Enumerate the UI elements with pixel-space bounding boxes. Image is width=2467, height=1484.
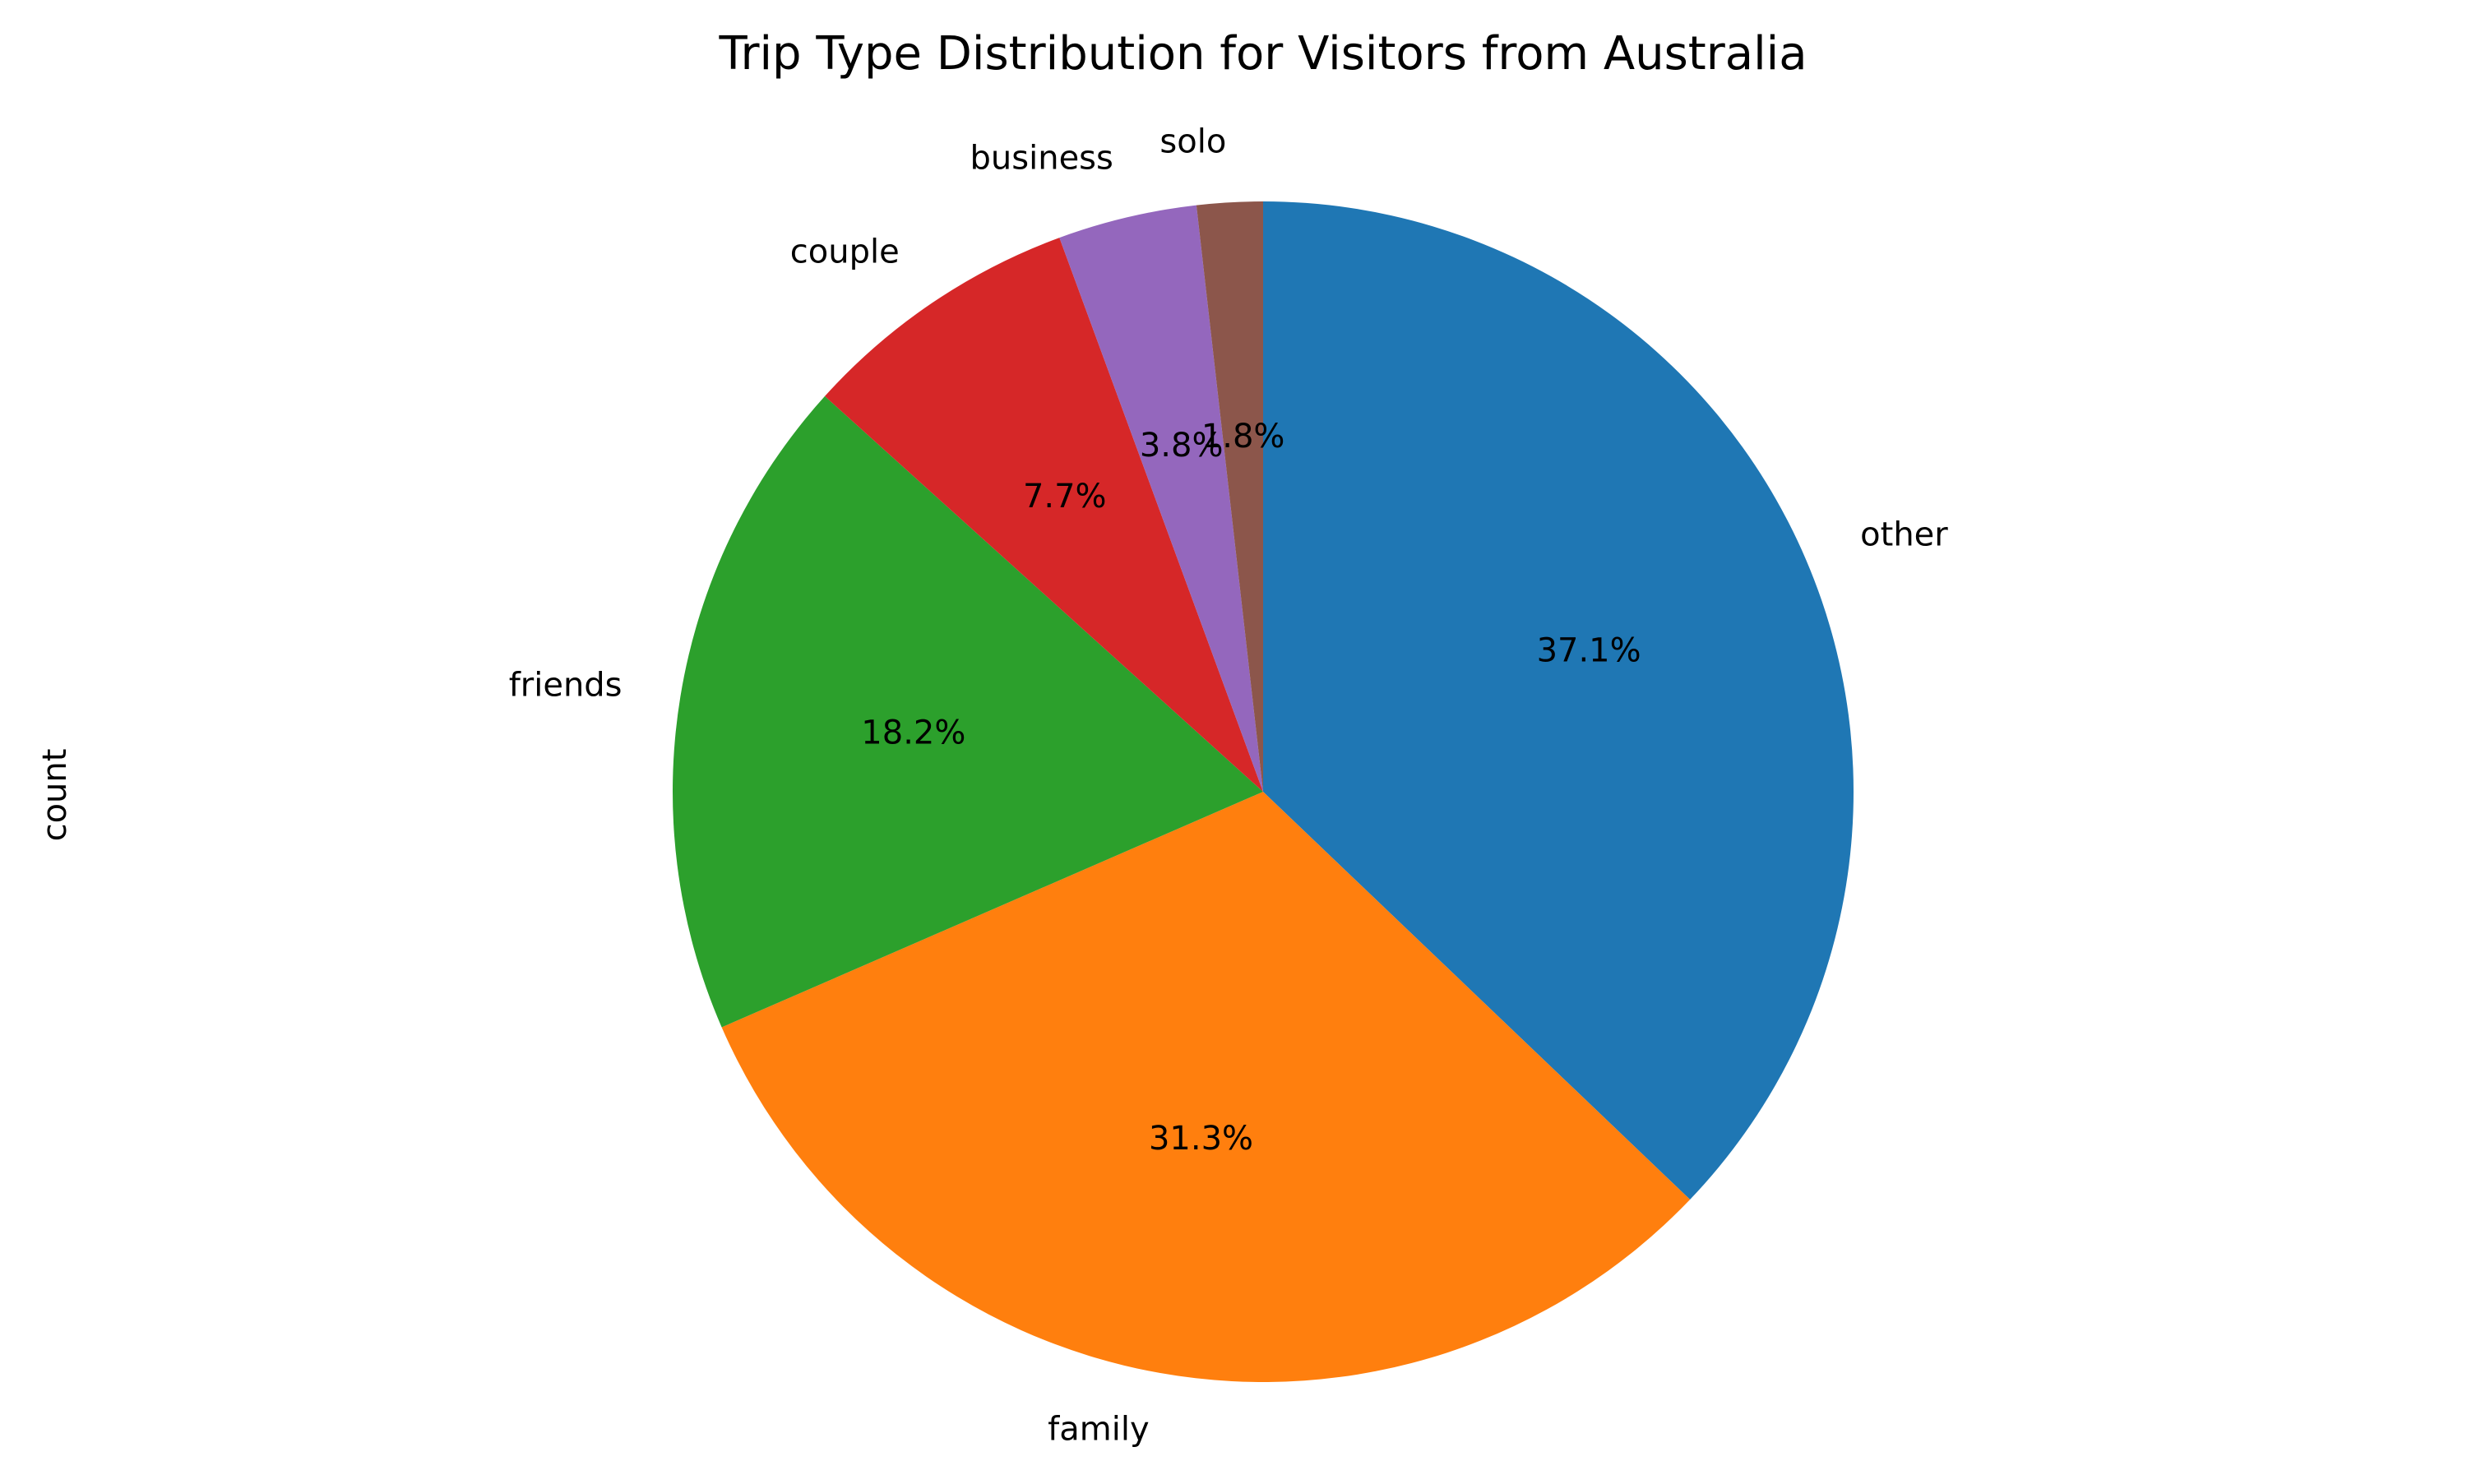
y-axis-label: count: [36, 749, 74, 842]
slice-label-couple: couple: [790, 233, 900, 271]
pie-slice-business: [1059, 205, 1263, 792]
slice-label-other: other: [1860, 515, 1948, 553]
slice-percent-friends: 18.2%: [861, 714, 965, 752]
slice-label-solo: solo: [1159, 123, 1226, 160]
slice-percent-other: 37.1%: [1537, 632, 1641, 670]
chart-title: Trip Type Distribution for Visitors from…: [718, 27, 1807, 81]
slice-percent-family: 31.3%: [1149, 1120, 1253, 1158]
pie-labels: other 37.1% family 31.3% friends 18.2% couple 7…: [509, 123, 1949, 1448]
slice-percent-business: 3.8%: [1140, 427, 1224, 465]
slice-label-family: family: [1048, 1411, 1149, 1449]
slice-label-friends: friends: [509, 667, 623, 705]
pie-slice-family: [721, 792, 1691, 1382]
slice-percent-couple: 7.7%: [1023, 478, 1107, 515]
pie-slice-friends: [673, 395, 1263, 1028]
pie-slices: [673, 201, 1854, 1382]
pie-slice-solo: [1196, 201, 1263, 792]
slice-percent-solo: 1.8%: [1201, 418, 1285, 455]
pie-slice-couple: [825, 238, 1263, 792]
pie-slice-other: [1263, 201, 1854, 1200]
slice-label-business: business: [970, 139, 1113, 177]
